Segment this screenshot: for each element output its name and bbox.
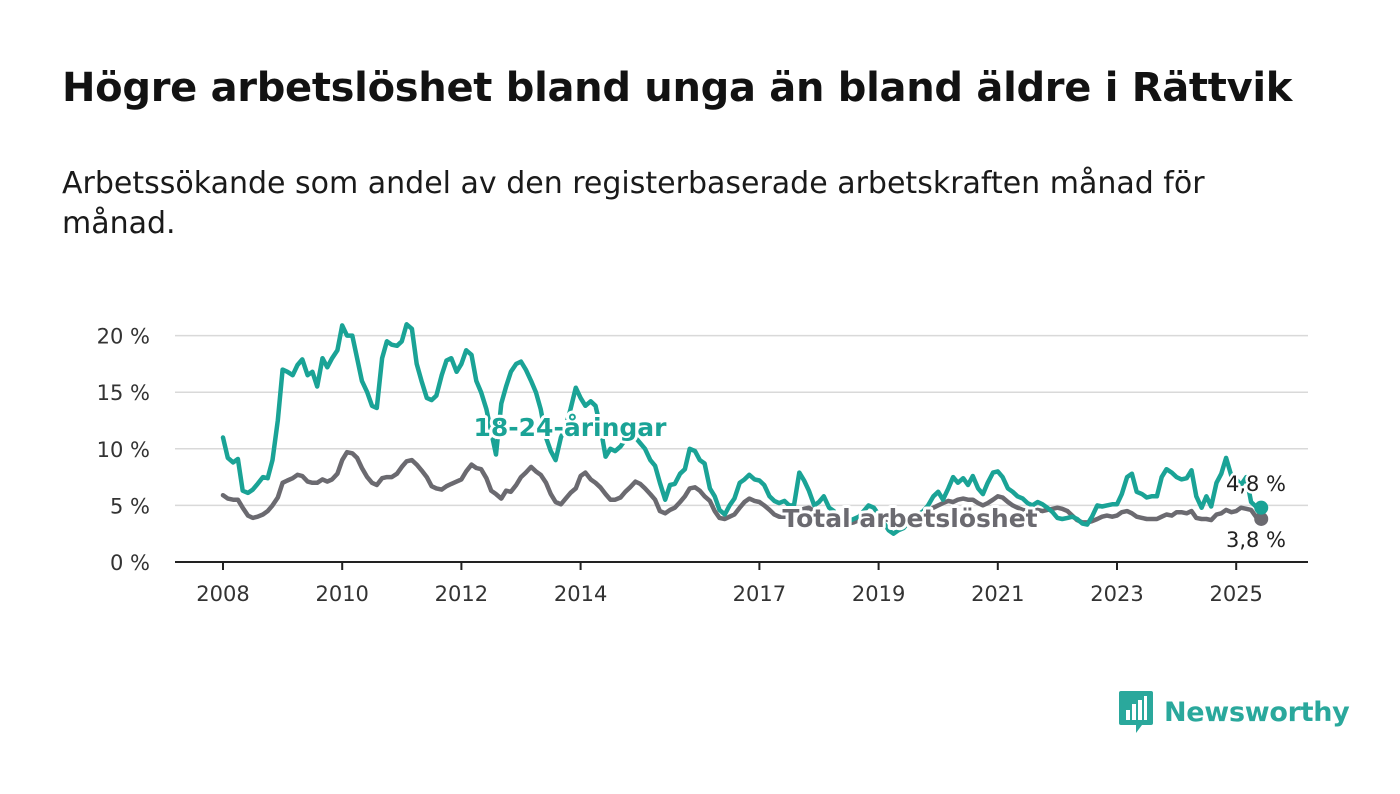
chart-title: Högre arbetslöshet bland unga än bland ä… — [62, 65, 1293, 111]
x-tick-label: 2012 — [435, 582, 488, 606]
x-tick-label: 2008 — [196, 582, 249, 606]
x-tick-label: 2010 — [315, 582, 368, 606]
y-tick-label: 5 % — [110, 494, 150, 518]
brand-name: Newsworthy — [1164, 696, 1350, 728]
series-line-18-24 — [220, 322, 1264, 536]
series-label-18-24: 18-24-åringar — [474, 413, 668, 442]
y-tick-label: 0 % — [110, 551, 150, 575]
series-label-total: Total arbetslöshet — [782, 504, 1037, 533]
end-label-18-24: 4,8 % — [1226, 472, 1286, 496]
axes: 0 % 5 % 10 % 15 % 20 % 2008 2010 2012 2014 2017 20… — [97, 325, 1308, 606]
bar-chart-speech-bubble-icon — [1119, 691, 1153, 733]
x-tick-label: 2023 — [1090, 582, 1143, 606]
x-tick-label: 2019 — [852, 582, 905, 606]
x-tick-label: 2014 — [554, 582, 607, 606]
newsworthy-logo[interactable]: Newsworthy — [1118, 690, 1350, 734]
chart-subtitle: Arbetssökande som andel av den registerb… — [62, 166, 1205, 241]
end-point-total — [1254, 511, 1269, 526]
end-label-total: 3,8 % — [1226, 528, 1286, 552]
series-lines — [220, 322, 1269, 536]
y-tick-label: 10 % — [97, 438, 150, 462]
gridlines — [175, 334, 1308, 507]
series-labels: 18-24-åringar Total arbetslöshet 4,8 % 3… — [471, 410, 1289, 555]
x-tick-label: 2017 — [733, 582, 786, 606]
y-tick-label: 20 % — [97, 325, 150, 349]
series-line-total — [220, 449, 1264, 527]
x-tick-label: 2021 — [971, 582, 1024, 606]
end-point-18-24 — [1254, 500, 1269, 515]
x-tick-label: 2025 — [1209, 582, 1262, 606]
y-tick-label: 15 % — [97, 381, 150, 405]
